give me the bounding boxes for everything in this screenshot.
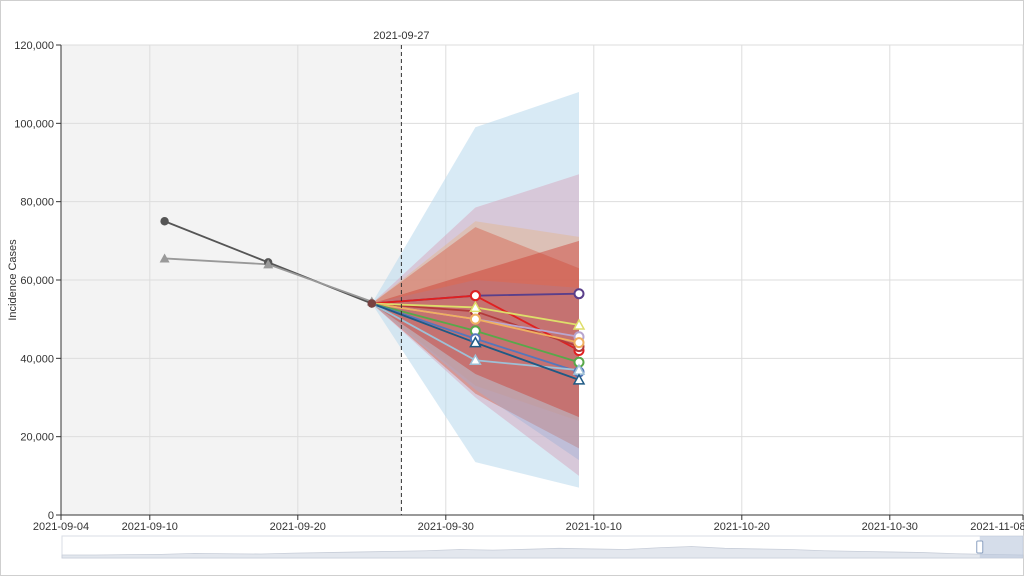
- forecast-bands: [371, 92, 579, 488]
- y-axis-ticks: 0 20,000 40,000 60,000 80,000 100,000 120,000: [14, 40, 61, 522]
- x-tick-label: 2021-09-30: [418, 521, 474, 533]
- forecast-orange-point[interactable]: [469, 313, 481, 325]
- y-tick-label: 0: [48, 510, 54, 522]
- forecast-orange-point[interactable]: [573, 337, 585, 349]
- y-tick-label: 100,000: [14, 118, 54, 130]
- zoom-overview-area: [61, 546, 1024, 559]
- x-tick-label: 2021-11-082: [970, 521, 1024, 533]
- y-tick-label: 40,000: [20, 353, 54, 365]
- x-tick-label: 2021-09-10: [122, 521, 178, 533]
- x-tick-label: 2021-10-10: [566, 521, 622, 533]
- x-axis-ticks: 2021-09-04 2021-09-10 2021-09-20 2021-09-30…: [33, 515, 1024, 533]
- x-tick-label: 2021-10-30: [862, 521, 918, 533]
- forecast-lightblue-point[interactable]: [469, 353, 482, 366]
- y-tick-label: 60,000: [20, 275, 54, 287]
- current-date-label: 2021-09-27: [373, 30, 429, 42]
- observed-triangle-point[interactable]: [263, 259, 274, 269]
- y-tick-label: 20,000: [20, 432, 54, 444]
- forecast-navy-point[interactable]: [469, 336, 482, 348]
- forecast-anchor-point[interactable]: [367, 299, 376, 308]
- zoom-handle-left[interactable]: [976, 540, 984, 554]
- forecast-yellow-point[interactable]: [572, 318, 586, 330]
- forecast-red-point[interactable]: [469, 290, 481, 302]
- x-tick-label: 2021-09-20: [270, 521, 326, 533]
- forecast-band-5: [371, 280, 579, 461]
- forecast-navy-point[interactable]: [572, 373, 586, 385]
- forecast-yellow-point[interactable]: [469, 300, 482, 313]
- series-markers[interactable]: [159, 217, 586, 385]
- y-tick-label: 80,000: [20, 197, 54, 209]
- observed-circle-point[interactable]: [160, 217, 169, 226]
- observed-triangle-point[interactable]: [159, 253, 170, 263]
- x-tick-label: 2021-09-04: [33, 521, 89, 533]
- y-tick-label: 120,000: [14, 40, 54, 52]
- forecast-purple-point[interactable]: [573, 288, 585, 300]
- zoom-slider[interactable]: [61, 535, 1024, 559]
- zoom-selection[interactable]: [979, 536, 1023, 558]
- y-axis-title: Incidence Cases: [7, 239, 19, 321]
- x-tick-label: 2021-10-20: [714, 521, 770, 533]
